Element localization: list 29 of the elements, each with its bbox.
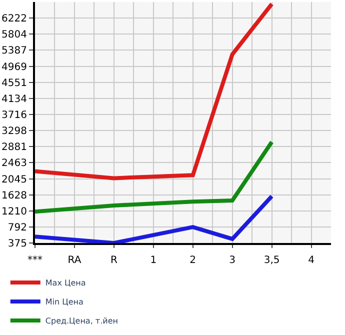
y-tick-label: 2463: [2, 158, 27, 170]
x-tick-label: 1: [150, 255, 157, 266]
y-tick-label: 3716: [2, 110, 27, 121]
y-tick-label: 4969: [2, 62, 27, 73]
y-tick-label: 4134: [2, 94, 27, 105]
x-tick-label: 4: [308, 255, 314, 266]
x-tick-label: 3,5: [264, 255, 280, 266]
y-tick-label: 1210: [2, 206, 27, 218]
y-tick-label: 2881: [2, 142, 27, 154]
y-tick-label: 375: [8, 238, 27, 250]
line-series: [35, 2, 274, 180]
y-tick-label: 2045: [2, 174, 27, 186]
line-series: [35, 194, 274, 243]
y-tick-label: 5387: [2, 46, 27, 57]
y-tick-label: 792: [8, 222, 27, 234]
y-tick-label: 4551: [2, 78, 27, 89]
y-tick-label: 6222: [2, 14, 27, 25]
y-tick-label: 3298: [2, 126, 27, 138]
legend-label: Max Цена: [45, 278, 86, 288]
legend-label: Сред.Цена, т.йен: [45, 316, 118, 326]
y-tick-label: 1628: [2, 190, 27, 202]
x-tick-label: 3: [229, 255, 236, 266]
x-tick-label: ***: [28, 255, 42, 266]
x-tick-label: RA: [68, 255, 82, 266]
line-series: [35, 140, 274, 214]
legend-label: Min Цена: [45, 298, 84, 307]
y-tick-label: 5804: [2, 30, 27, 41]
x-tick-label: R: [110, 255, 118, 266]
x-tick-label: 2: [190, 255, 196, 266]
